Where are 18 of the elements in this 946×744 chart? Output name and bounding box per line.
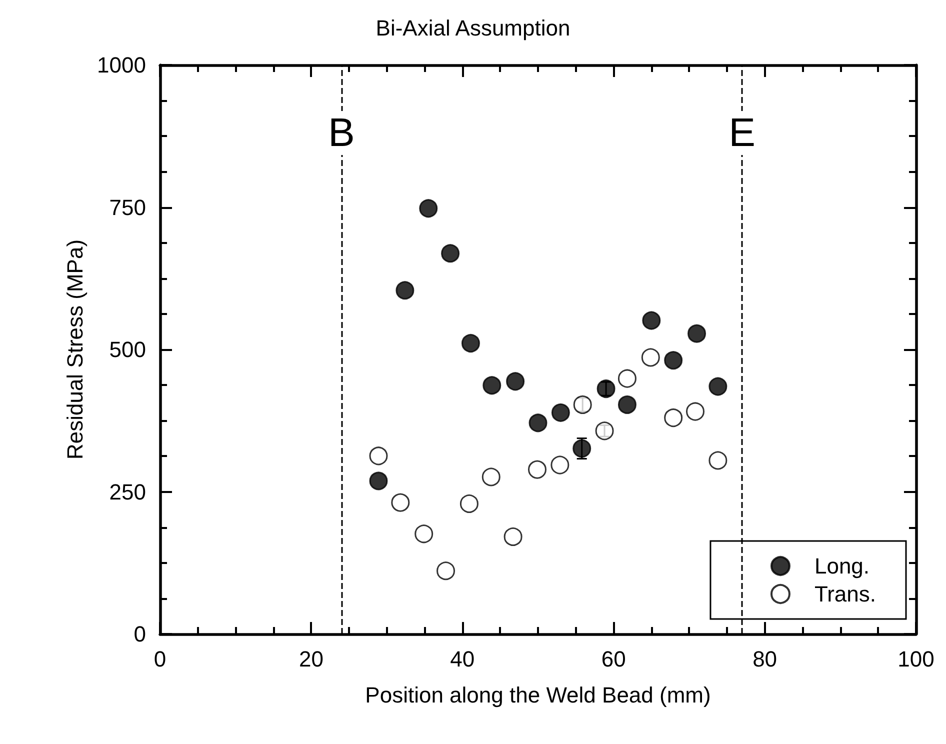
x-tick-label: 60: [601, 646, 626, 672]
ref-line-label: E: [728, 111, 756, 155]
x-tick-label: 100: [898, 646, 934, 672]
y-axis-title: Residual Stress (MPa): [62, 239, 88, 460]
y-tick-label: 500: [109, 337, 146, 362]
y-tick-label: 0: [134, 622, 146, 646]
y-tick-label: 750: [109, 194, 146, 220]
chart-title: Bi-Axial Assumption: [376, 16, 570, 40]
ref-line-label: B: [328, 111, 355, 155]
x-tick-label: 40: [450, 646, 475, 672]
y-tick-label: 1000: [97, 52, 146, 78]
x-tick-label: 0: [154, 646, 166, 672]
x-tick-label: 80: [752, 646, 778, 672]
x-axis-title: Position along the Weld Bead (mm): [365, 682, 711, 708]
legend-label: Long.: [814, 554, 870, 578]
legend-label: Trans.: [814, 582, 876, 606]
y-tick-label: 250: [109, 479, 146, 504]
x-tick-label: 20: [298, 646, 324, 672]
